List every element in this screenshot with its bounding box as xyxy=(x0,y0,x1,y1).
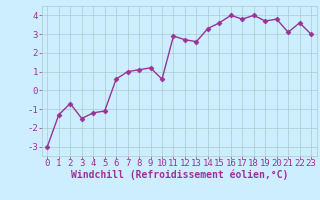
X-axis label: Windchill (Refroidissement éolien,°C): Windchill (Refroidissement éolien,°C) xyxy=(70,170,288,180)
